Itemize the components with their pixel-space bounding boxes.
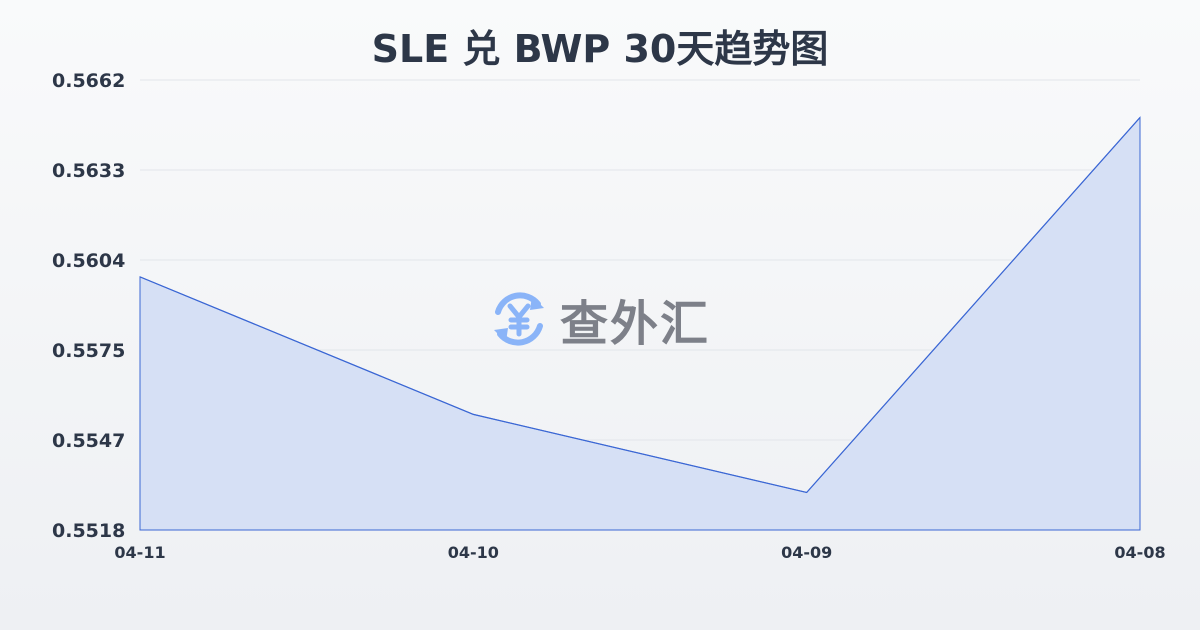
x-tick-label: 04-10 — [448, 543, 499, 562]
x-tick-label: 04-11 — [114, 543, 165, 562]
watermark: 查外汇 — [488, 284, 710, 354]
y-tick-label: 0.5604 — [52, 250, 125, 272]
x-tick-label: 04-09 — [781, 543, 832, 562]
watermark-text: 查外汇 — [560, 296, 711, 352]
y-tick-label: 0.5662 — [52, 70, 125, 92]
chart-title: SLE 兑 BWP 30天趋势图 — [371, 27, 829, 71]
yen-exchange-icon — [494, 292, 544, 346]
y-tick-label: 0.5518 — [52, 520, 125, 542]
y-tick-label: 0.5547 — [52, 430, 125, 452]
data-point — [806, 492, 808, 493]
y-tick-label: 0.5633 — [52, 160, 125, 182]
data-point — [1139, 117, 1141, 118]
y-tick-label: 0.5575 — [52, 340, 125, 362]
data-point — [139, 276, 141, 278]
x-tick-label: 04-08 — [1114, 543, 1165, 562]
data-point — [472, 413, 474, 415]
series-line — [139, 117, 1141, 494]
